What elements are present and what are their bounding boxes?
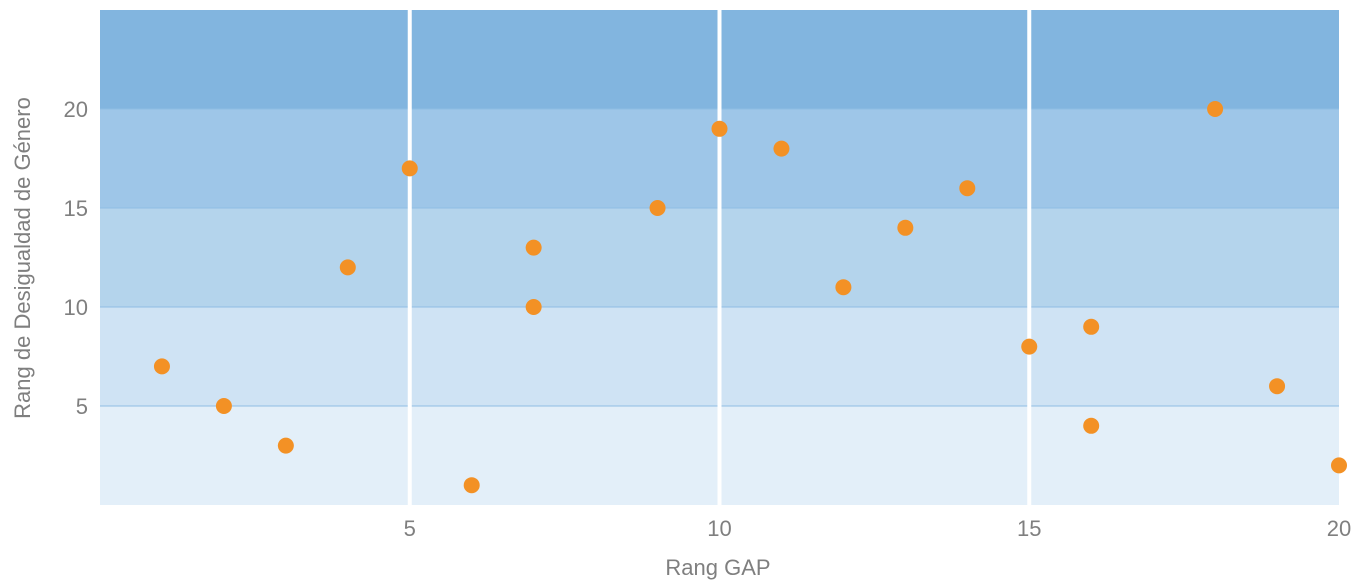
data-point xyxy=(1269,378,1286,395)
data-point xyxy=(525,239,542,256)
data-point xyxy=(153,358,170,375)
x-tick-label: 10 xyxy=(707,516,731,541)
data-points xyxy=(153,101,1347,494)
data-point xyxy=(1083,417,1100,434)
data-point xyxy=(401,160,418,177)
data-point xyxy=(649,200,666,216)
x-tick-label: 15 xyxy=(1017,516,1041,541)
x-tick-label: 20 xyxy=(1327,516,1351,541)
y-tick-label: 20 xyxy=(64,97,88,122)
data-point xyxy=(773,140,790,157)
data-point xyxy=(525,299,542,315)
x-tick-label: 5 xyxy=(404,516,416,541)
vertical-gridlines xyxy=(407,10,1032,505)
data-point xyxy=(463,477,480,494)
data-point xyxy=(215,398,232,414)
data-point xyxy=(1021,338,1038,355)
data-point xyxy=(277,437,294,454)
data-point xyxy=(339,259,356,276)
data-point xyxy=(959,180,976,197)
data-point xyxy=(711,120,728,137)
y-tick-label: 15 xyxy=(64,196,88,221)
data-point xyxy=(897,219,914,236)
data-point xyxy=(835,279,852,296)
x-axis-ticks: 5 10 15 20 xyxy=(404,516,1352,541)
y-axis-label: Rang de Desigualdad de Género xyxy=(10,97,35,419)
x-axis-label: Rang GAP xyxy=(665,555,770,580)
y-tick-label: 10 xyxy=(64,295,88,320)
data-point xyxy=(1331,457,1347,474)
data-point xyxy=(1207,101,1224,117)
y-tick-label: 5 xyxy=(76,394,88,419)
data-point xyxy=(1083,318,1100,335)
y-axis-ticks: 5 10 15 20 xyxy=(64,97,88,419)
